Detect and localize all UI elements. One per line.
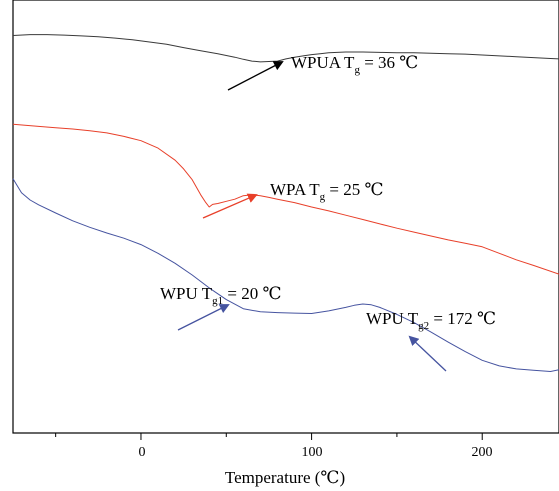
- x-tick-label-0: 0: [139, 445, 146, 460]
- wpa-annot-rest: = 25 ℃: [325, 180, 383, 199]
- wpua-annot-rest: = 36 ℃: [360, 53, 418, 72]
- series-line-wpua: [12, 34, 559, 63]
- wpu-tg2-arrow: [408, 335, 447, 372]
- wpu-tg1-annot-main: WPU T: [160, 284, 213, 303]
- x-axis-ticks: [55, 433, 483, 440]
- wpu-tg1-annot-rest: = 20 ℃: [223, 284, 281, 303]
- x-tick-label-100: 100: [302, 445, 323, 460]
- wpa-annot-sub: g: [320, 191, 326, 203]
- wpu-tg1-annotation: WPU Tg1 = 20 ℃: [160, 284, 281, 307]
- wpu-tg2-annotation: WPU Tg2 = 172 ℃: [366, 309, 496, 332]
- wpa-arrow: [202, 193, 258, 219]
- wpu-tg2-annot-rest: = 172 ℃: [429, 309, 496, 328]
- wpu-tg2-annot-main: WPU T: [366, 309, 419, 328]
- x-tick-labels: 0 100 200: [139, 445, 493, 460]
- x-tick-label-200: 200: [472, 445, 493, 460]
- x-axis-label: Temperature (℃): [225, 468, 345, 487]
- wpu-tg1-arrow: [177, 304, 230, 331]
- wpua-annot-sub: g: [354, 64, 360, 76]
- wpa-tg-annotation: WPA Tg = 25 ℃: [270, 180, 383, 203]
- wpu-tg1-annot-sub: g1: [212, 295, 223, 307]
- wpu-tg2-annot-sub: g2: [418, 320, 429, 332]
- wpua-arrow: [227, 61, 284, 91]
- wpa-annot-main: WPA T: [270, 180, 320, 199]
- series-line-wpu: [12, 178, 559, 372]
- plot-frame: [12, 0, 559, 434]
- wpua-tg-annotation: WPUA Tg = 36 ℃: [291, 53, 418, 76]
- wpua-annot-main: WPUA T: [291, 53, 355, 72]
- series-line-wpa: [12, 123, 559, 275]
